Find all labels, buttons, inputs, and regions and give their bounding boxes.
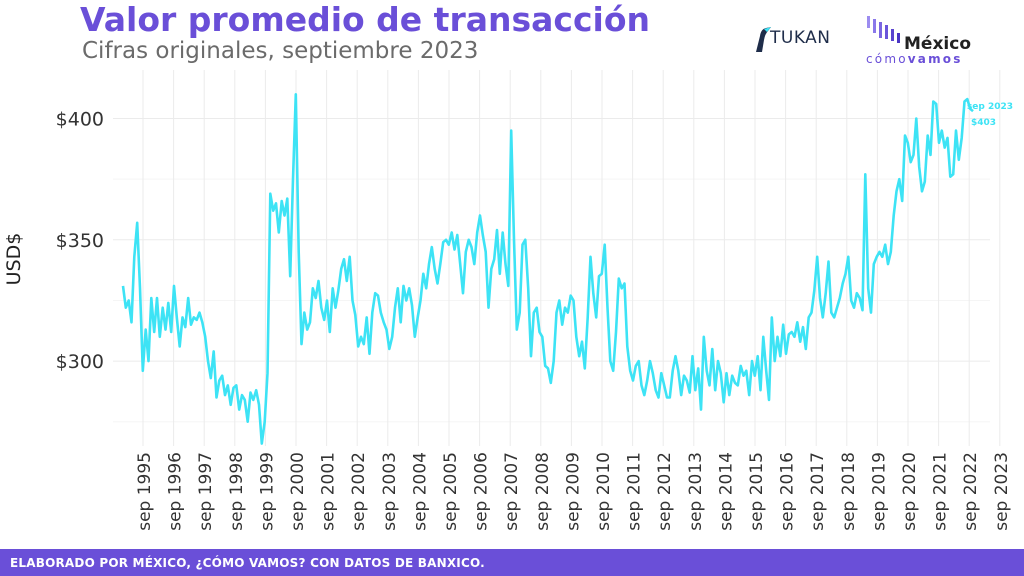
tukan-logo: TUKAN xyxy=(752,22,834,56)
x-tick-label: sep 1999 xyxy=(257,452,277,531)
bars-icon xyxy=(867,16,900,43)
x-tick-label: sep 2020 xyxy=(900,452,920,531)
grid xyxy=(113,70,1001,446)
line-chart: $300$350$400 sep 1995 sep 1996 sep 1997 sep… xyxy=(3,70,1013,531)
y-axis-label: USD$ xyxy=(3,233,25,286)
mcv-logo-sub-vamos: vamos xyxy=(907,52,963,66)
footer-bar: ELABORADO POR MÉXICO, ¿CÓMO VAMOS? CON D… xyxy=(0,549,1024,576)
x-tick-label: sep 2006 xyxy=(472,452,492,531)
mcv-logo-subtitle: cómovamos xyxy=(866,52,963,66)
footer-source: ELABORADO POR MÉXICO, ¿CÓMO VAMOS? CON D… xyxy=(10,556,485,570)
x-tick-label: sep 2014 xyxy=(716,452,736,531)
mcv-logo-sub-como: cómo xyxy=(866,52,908,66)
annotation-date: sep 2023 xyxy=(967,102,1013,112)
x-tick-label: sep 2018 xyxy=(839,452,859,531)
x-tick-label: sep 2003 xyxy=(380,452,400,531)
x-tick-label: sep 1997 xyxy=(196,452,216,531)
x-tick-label: sep 2016 xyxy=(778,452,798,531)
x-tick-label: sep 2017 xyxy=(808,452,828,531)
tukan-logo-text: TUKAN xyxy=(770,28,831,48)
x-tick-label: sep 2008 xyxy=(533,452,553,531)
x-tick-label: sep 1998 xyxy=(227,452,247,531)
x-tick-label: sep 2005 xyxy=(441,452,461,531)
chart-title: Valor promedio de transacción xyxy=(80,0,650,39)
x-tick-label: sep 2015 xyxy=(747,452,767,531)
annotation-value: $403 xyxy=(971,118,996,128)
x-tick-label: sep 2021 xyxy=(931,452,951,531)
x-tick-label: sep 2002 xyxy=(349,452,369,531)
x-tick-label: sep 2012 xyxy=(655,452,675,531)
y-tick-label: $300 xyxy=(56,351,104,373)
x-tick-label: sep 1996 xyxy=(166,452,186,531)
x-tick-label: sep 2013 xyxy=(686,452,706,531)
x-tick-label: sep 2023 xyxy=(992,452,1012,531)
mcv-logo-word: México xyxy=(904,34,971,54)
x-tick-label: sep 1995 xyxy=(135,452,155,531)
x-tick-label: sep 2001 xyxy=(319,452,339,531)
chart-subtitle: Cifras originales, septiembre 2023 xyxy=(82,38,479,64)
mexico-como-vamos-logo: México cómovamos xyxy=(866,14,996,70)
x-tick-label: sep 2010 xyxy=(594,452,614,531)
x-axis-ticks: sep 1995 sep 1996 sep 1997 sep 1998 sep 1999… xyxy=(135,452,1012,531)
x-tick-label: sep 2000 xyxy=(288,452,308,531)
series-line xyxy=(121,93,974,445)
x-tick-label: sep 2019 xyxy=(869,452,889,531)
x-tick-label: sep 2007 xyxy=(502,452,522,531)
x-tick-label: sep 2022 xyxy=(961,452,981,531)
y-tick-label: $350 xyxy=(56,230,104,252)
y-axis-ticks: $300 $350 $400 xyxy=(56,109,104,374)
x-tick-label: sep 2004 xyxy=(410,452,430,531)
y-tick-label: $400 xyxy=(56,109,104,131)
toucan-icon xyxy=(756,27,771,52)
x-tick-label: sep 2011 xyxy=(625,452,645,531)
x-tick-label: sep 2009 xyxy=(563,452,583,531)
